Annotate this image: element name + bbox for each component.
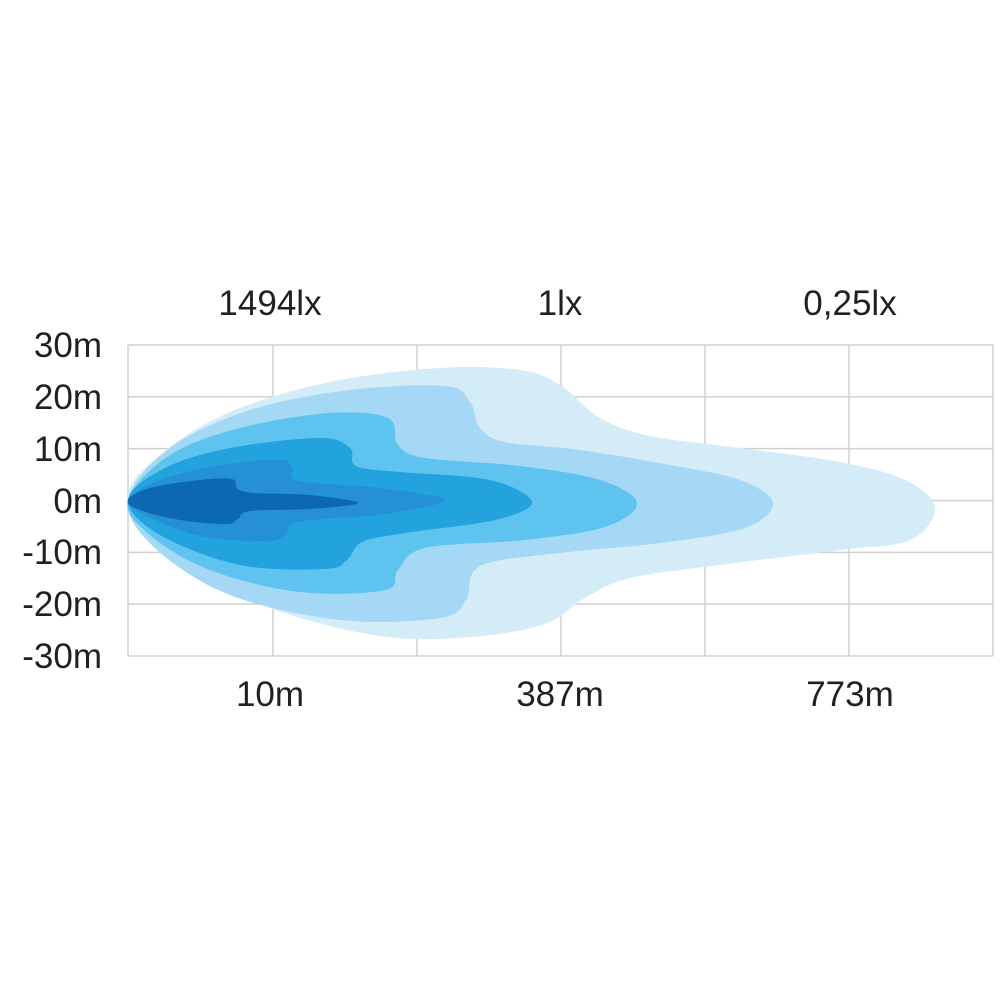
y-tick-label: 10m bbox=[33, 429, 102, 469]
y-tick-label: -20m bbox=[22, 585, 102, 625]
contour-level-6 bbox=[127, 478, 358, 525]
isolux-contours bbox=[127, 366, 936, 640]
lux-label: 1lx bbox=[537, 284, 583, 323]
distance-label: 773m bbox=[806, 675, 894, 714]
y-tick-label: 0m bbox=[53, 481, 102, 521]
distance-label: 10m bbox=[235, 675, 305, 714]
lux-label: 1494lx bbox=[218, 284, 322, 323]
y-tick-label: -30m bbox=[22, 637, 102, 676]
y-tick-label: -10m bbox=[22, 533, 102, 573]
distance-label: 387m bbox=[516, 675, 604, 714]
y-tick-label: 30m bbox=[33, 326, 102, 365]
lux-label: 0,25lx bbox=[803, 284, 897, 323]
y-tick-label: 20m bbox=[33, 377, 102, 417]
